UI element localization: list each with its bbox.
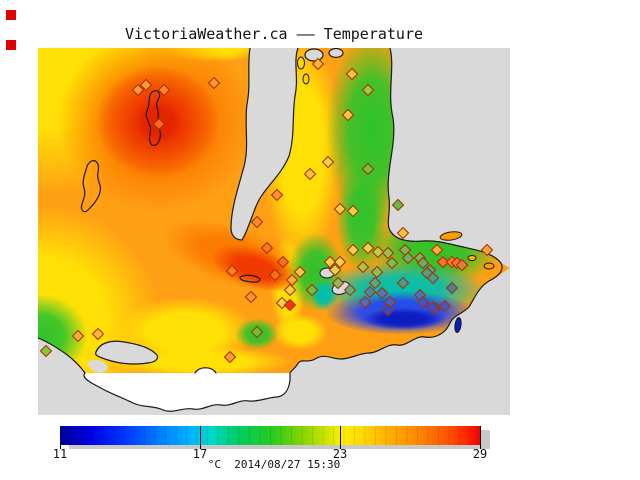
station-marker[interactable] — [375, 286, 389, 300]
station-marker[interactable] — [39, 344, 53, 358]
red-corner-marker — [6, 40, 16, 50]
station-marker[interactable] — [333, 202, 347, 216]
land-layer — [83, 367, 290, 412]
station-marker[interactable] — [293, 265, 307, 279]
station-marker[interactable] — [356, 260, 370, 274]
station-marker[interactable] — [455, 258, 469, 272]
station-marker[interactable] — [358, 295, 372, 309]
station-marker[interactable] — [346, 204, 360, 218]
colorbar-caption: °C 2014/08/27 15:30 — [207, 458, 341, 471]
colorbar-segments — [60, 426, 481, 445]
station-marker[interactable] — [430, 243, 444, 257]
station-marker[interactable] — [321, 155, 335, 169]
station-marker[interactable] — [305, 283, 319, 297]
station-marker[interactable] — [157, 83, 171, 97]
station-marker[interactable] — [361, 83, 375, 97]
station-marker[interactable] — [223, 350, 237, 364]
station-marker[interactable] — [416, 295, 430, 309]
colorbar-tick — [340, 426, 341, 449]
station-marker[interactable] — [341, 108, 355, 122]
station-marker[interactable] — [270, 188, 284, 202]
station-marker[interactable] — [331, 276, 345, 290]
station-marker[interactable] — [381, 303, 395, 317]
station-marker[interactable] — [361, 162, 375, 176]
colorbar-tick — [60, 443, 61, 449]
colorbar-tick-label: 11 — [52, 447, 68, 461]
colorbar — [60, 426, 481, 445]
station-marker[interactable] — [385, 256, 399, 270]
station-marker[interactable] — [91, 327, 105, 341]
station-marker[interactable] — [436, 255, 450, 269]
station-marker[interactable] — [328, 263, 342, 277]
station-marker[interactable] — [363, 285, 377, 299]
station-marker[interactable] — [401, 251, 415, 265]
colorbar-tick-label: 23 — [332, 447, 348, 461]
station-marker[interactable] — [283, 283, 297, 297]
station-marker[interactable] — [152, 117, 166, 131]
station-marker[interactable] — [260, 241, 274, 255]
station-marker[interactable] — [244, 290, 258, 304]
station-marker[interactable] — [343, 283, 357, 297]
station-marker[interactable] — [396, 226, 410, 240]
station-marker[interactable] — [445, 281, 459, 295]
station-marker[interactable] — [250, 215, 264, 229]
station-marker[interactable] — [268, 268, 282, 282]
station-marker[interactable] — [381, 246, 395, 260]
coastline-layer — [38, 48, 503, 412]
colorbar-tick-label: 17 — [192, 447, 208, 461]
station-marker[interactable] — [345, 67, 359, 81]
station-marker[interactable] — [368, 276, 382, 290]
station-marker[interactable] — [426, 300, 440, 314]
station-marker[interactable] — [480, 243, 494, 257]
station-marker[interactable] — [283, 298, 297, 312]
station-marker[interactable] — [285, 273, 299, 287]
station-marker[interactable] — [276, 255, 290, 269]
station-marker[interactable] — [438, 299, 452, 313]
colorbar-tick-label: 29 — [472, 447, 488, 461]
station-marker[interactable] — [225, 264, 239, 278]
colorbar-tick — [480, 426, 481, 449]
station-marker[interactable] — [71, 329, 85, 343]
station-marker[interactable] — [333, 255, 347, 269]
station-marker[interactable] — [416, 256, 430, 270]
station-marker[interactable] — [371, 245, 385, 259]
station-marker[interactable] — [311, 57, 325, 71]
station-marker[interactable] — [303, 167, 317, 181]
station-marker[interactable] — [323, 255, 337, 269]
station-marker[interactable] — [361, 241, 375, 255]
colorbar-tick — [200, 426, 201, 449]
station-layer — [39, 57, 494, 364]
station-marker[interactable] — [346, 243, 360, 257]
station-marker[interactable] — [396, 276, 410, 290]
station-marker[interactable] — [391, 198, 405, 212]
red-corner-marker — [6, 10, 16, 20]
station-marker[interactable] — [420, 266, 434, 280]
station-marker[interactable] — [131, 83, 145, 97]
station-marker[interactable] — [139, 78, 153, 92]
station-marker[interactable] — [207, 76, 221, 90]
page-title: VictoriaWeather.ca —— Temperature — [124, 25, 423, 43]
station-marker[interactable] — [370, 265, 384, 279]
station-marker[interactable] — [250, 325, 264, 339]
